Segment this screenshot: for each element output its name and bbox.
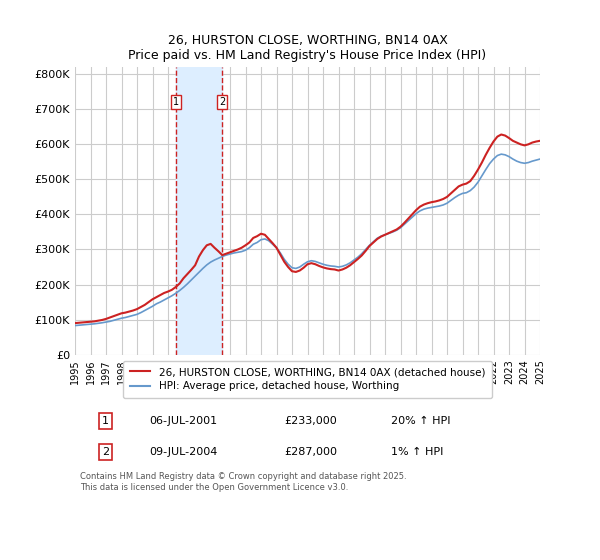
Text: £287,000: £287,000 (284, 447, 337, 457)
Text: 06-JUL-2001: 06-JUL-2001 (149, 416, 218, 426)
Text: 1: 1 (102, 416, 109, 426)
Text: 09-JUL-2004: 09-JUL-2004 (149, 447, 218, 457)
Text: 2: 2 (101, 447, 109, 457)
Text: 20% ↑ HPI: 20% ↑ HPI (391, 416, 451, 426)
Text: 1% ↑ HPI: 1% ↑ HPI (391, 447, 443, 457)
Text: Contains HM Land Registry data © Crown copyright and database right 2025.
This d: Contains HM Land Registry data © Crown c… (80, 472, 406, 492)
Legend: 26, HURSTON CLOSE, WORTHING, BN14 0AX (detached house), HPI: Average price, deta: 26, HURSTON CLOSE, WORTHING, BN14 0AX (d… (124, 361, 491, 398)
Text: 2: 2 (219, 97, 226, 107)
Text: £233,000: £233,000 (284, 416, 337, 426)
Title: 26, HURSTON CLOSE, WORTHING, BN14 0AX
Price paid vs. HM Land Registry's House Pr: 26, HURSTON CLOSE, WORTHING, BN14 0AX Pr… (128, 34, 487, 62)
Text: 1: 1 (173, 97, 179, 107)
Bar (176, 67, 222, 354)
